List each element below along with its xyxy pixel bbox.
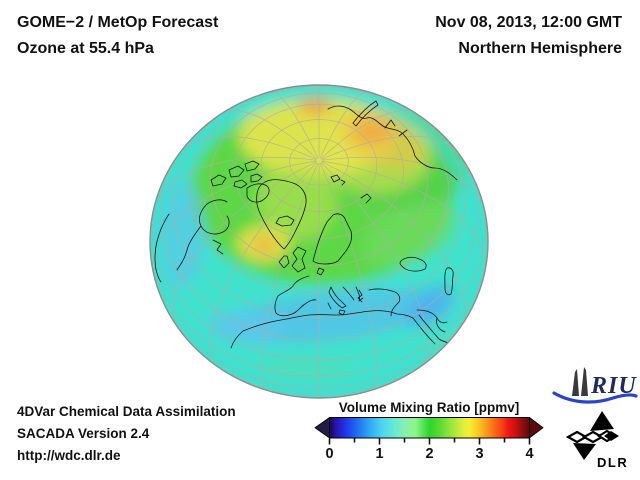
ozone-field xyxy=(150,85,488,398)
globe-rim xyxy=(149,84,489,399)
riu-swoosh-icon xyxy=(552,391,638,404)
colorbar-tick-label: 1 xyxy=(375,446,383,462)
footer-url: http://wdc.dlr.de xyxy=(17,448,121,463)
colorbar: 0 1 2 3 4 xyxy=(314,417,544,462)
riu-logo: RIU xyxy=(552,367,638,404)
dlr-logo: DLR xyxy=(565,411,628,470)
cathedral-icon xyxy=(581,367,588,396)
footer-assimilation: 4DVar Chemical Data Assimilation xyxy=(17,404,236,419)
colorbar-tick-label: 4 xyxy=(525,446,533,462)
product-title: GOME−2 / MetOp Forecast xyxy=(17,14,219,31)
footer-version: SACADA Version 2.4 xyxy=(17,426,150,441)
cathedral-icon xyxy=(572,369,579,396)
colorbar-tick-labels: 0 1 2 3 4 xyxy=(325,446,533,462)
dlr-star-icon xyxy=(565,411,619,460)
coastlines xyxy=(154,100,458,349)
colorbar-tick-label: 2 xyxy=(425,446,433,462)
colorbar-title: Volume Mixing Ratio [ppmv] xyxy=(338,400,520,415)
colorbar-tick-label: 3 xyxy=(475,446,483,462)
region-label: Northern Hemisphere xyxy=(458,40,622,57)
colorbar-gradient-bar xyxy=(329,417,530,439)
datetime-label: Nov 08, 2013, 12:00 GMT xyxy=(435,14,622,31)
level-subtitle: Ozone at 55.4 hPa xyxy=(17,40,154,57)
dlr-logo-text: DLR xyxy=(597,455,628,470)
colorbar-tick-label: 0 xyxy=(325,446,333,462)
globe-map xyxy=(149,84,489,399)
colorbar-left-arrow xyxy=(314,417,330,439)
colorbar-right-arrow xyxy=(529,417,544,439)
colorbar-ticks xyxy=(328,438,531,445)
